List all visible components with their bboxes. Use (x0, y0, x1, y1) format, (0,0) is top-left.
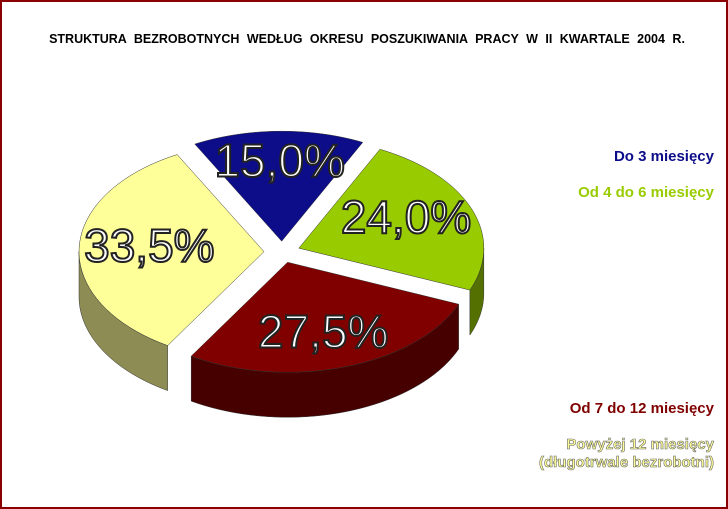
slice (298, 149, 485, 291)
data-label: 24,0% (341, 191, 471, 243)
legend-entry: Powyżej 12 miesięcy (długotrwale bezrobo… (539, 436, 715, 472)
data-label: 27,5% (258, 306, 388, 358)
slice (78, 154, 265, 346)
slice (194, 130, 364, 242)
data-label: 15,0% (214, 134, 344, 186)
legend-entry: Od 7 do 12 miesięcy (569, 400, 714, 417)
legend-entry: Do 3 miesięcy (613, 148, 714, 165)
slice (190, 261, 460, 373)
legend-entry: Od 4 do 6 miesięcy (578, 184, 714, 201)
data-label: 33,5% (84, 220, 214, 272)
chart-title: STRUKTURA BEZROBOTNYCH WEDŁUG OKRESU POS… (49, 32, 685, 46)
